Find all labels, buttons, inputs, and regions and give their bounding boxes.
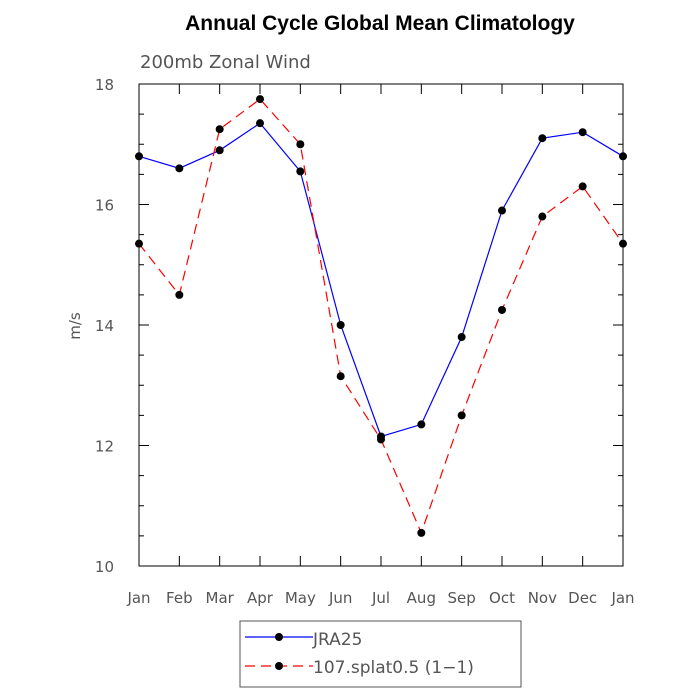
series-0-point bbox=[175, 164, 184, 173]
x-tick-label: Jan bbox=[610, 589, 634, 607]
series-0-point bbox=[256, 119, 264, 128]
legend-marker-0 bbox=[275, 633, 283, 641]
x-tick-label: Oct bbox=[489, 589, 515, 607]
series-1-point bbox=[296, 140, 305, 149]
y-tick-label: 10 bbox=[95, 558, 114, 576]
series-1-point bbox=[457, 411, 466, 420]
series-1-point bbox=[256, 95, 264, 104]
x-tick-label: Apr bbox=[247, 589, 274, 607]
y-tick-label: 18 bbox=[95, 76, 114, 94]
y-axis-label: m/s bbox=[66, 312, 84, 340]
x-tick-label: Jun bbox=[328, 589, 352, 607]
series-1-point bbox=[175, 290, 184, 299]
series-1-point bbox=[498, 305, 506, 314]
y-tick-label: 16 bbox=[95, 197, 114, 215]
y-tick-label: 14 bbox=[95, 317, 114, 335]
plot-frame bbox=[138, 83, 624, 567]
x-tick-label: Jan bbox=[126, 589, 150, 607]
x-tick-label: Nov bbox=[528, 589, 557, 607]
legend-box bbox=[239, 620, 522, 688]
series-1-point bbox=[538, 212, 547, 221]
series-0-point bbox=[296, 167, 305, 176]
axes-group: Jan Feb Mar Apr May Jun Jul Aug Sep Oct Nov Dec Jan 1… bbox=[95, 76, 635, 607]
chart-title: Annual Cycle Global Mean Climatology bbox=[185, 12, 575, 35]
x-tick-label: Aug bbox=[407, 589, 436, 607]
series-line-0 bbox=[138, 122, 624, 438]
series-0-point bbox=[578, 128, 587, 137]
x-tick-label: Feb bbox=[166, 589, 193, 607]
series-0-point bbox=[336, 321, 345, 329]
series-1-point bbox=[619, 239, 627, 248]
series-1-point bbox=[336, 372, 345, 381]
legend-label-0: JRA25 bbox=[312, 630, 362, 650]
series-1-point bbox=[377, 435, 385, 444]
x-tick-label: Mar bbox=[206, 589, 235, 607]
series-1-point bbox=[417, 528, 426, 537]
series-0-point bbox=[135, 152, 143, 161]
x-tick-label: Jul bbox=[371, 589, 390, 607]
chart-subtitle: 200mb Zonal Wind bbox=[140, 52, 311, 73]
legend-label-1: 107.splat0.5 (1−1) bbox=[313, 658, 474, 678]
x-tick-label: Sep bbox=[448, 589, 476, 607]
series-0-point bbox=[538, 134, 547, 143]
series-1-point bbox=[135, 239, 143, 248]
series-0-point bbox=[215, 146, 224, 155]
x-tick-label: Dec bbox=[568, 589, 597, 607]
series-1-point bbox=[578, 182, 587, 191]
legend-marker-1 bbox=[275, 662, 283, 670]
y-tick-label: 12 bbox=[95, 438, 114, 456]
series-1-point bbox=[215, 125, 224, 134]
series-0-point bbox=[417, 420, 426, 429]
series-0-point bbox=[619, 152, 627, 161]
series-0-point bbox=[498, 206, 506, 215]
x-tick-label: May bbox=[285, 589, 316, 607]
series-group bbox=[135, 95, 627, 537]
series-0-point bbox=[457, 333, 466, 342]
series-line-1 bbox=[138, 98, 624, 535]
legend: JRA25 107.splat0.5 (1−1) bbox=[239, 620, 522, 688]
